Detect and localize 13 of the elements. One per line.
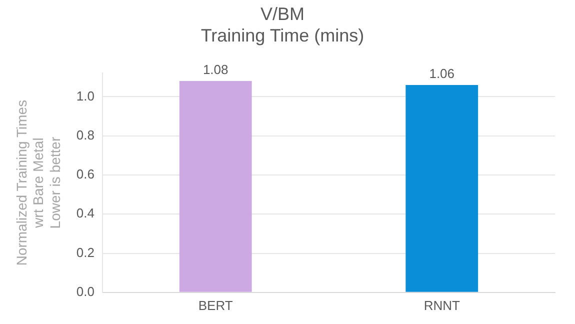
y-axis-title: Normalized Training Times wrt Bare Metal Lower is better (13, 100, 63, 266)
y-tick-label: 0.6 (76, 166, 94, 182)
chart-title: V/BM (260, 4, 305, 24)
y-tick-label: 1.0 (76, 88, 94, 104)
y-tick-label: 0.4 (76, 206, 94, 221)
chart-subtitle: Training Time (mins) (200, 25, 364, 46)
data-label: 1.08 (202, 62, 228, 78)
x-tick-label: RNNT (424, 298, 460, 313)
data-label: 1.06 (429, 66, 455, 82)
y-tick-label: 0.8 (76, 127, 94, 142)
x-tick-label: BERT (198, 298, 233, 313)
y-tick-label: 0.2 (76, 244, 94, 260)
y-tick-label: 0.0 (76, 284, 94, 299)
